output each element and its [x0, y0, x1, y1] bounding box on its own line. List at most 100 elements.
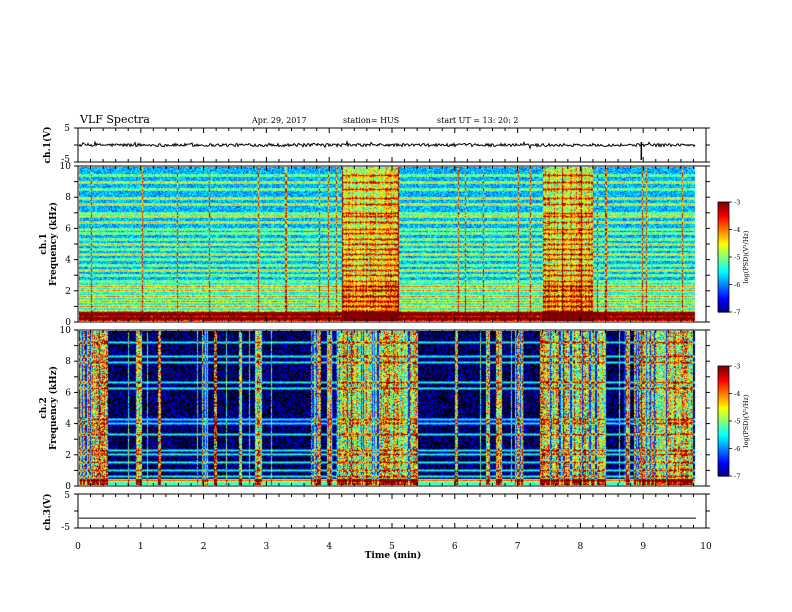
colorbar-segment [718, 371, 729, 374]
colorbar-segment [718, 301, 729, 304]
freq-tick-label: 6 [65, 388, 71, 398]
x-tick-label: 4 [326, 542, 332, 552]
colorbar-tick-label: -4 [734, 390, 740, 398]
colorbar-segment [718, 432, 729, 435]
colorbar-segment [718, 455, 729, 459]
colorbar-segment [718, 229, 729, 232]
colorbar-segment [718, 235, 729, 238]
colorbar-tick-label: -5 [734, 254, 740, 262]
colorbar-segment [718, 238, 729, 242]
colorbar-segment [718, 291, 729, 295]
colorbar-segment [718, 411, 729, 415]
colorbar-segment [718, 213, 729, 216]
colorbar-segment [718, 443, 729, 446]
colorbar-segment [718, 373, 729, 376]
colorbar-segment [718, 369, 729, 373]
colorbar-segment [718, 452, 729, 455]
colorbar-segment [718, 448, 729, 451]
x-tick-label: 3 [264, 542, 270, 552]
ylabel-line: ch.1 [39, 233, 49, 254]
colorbar-segment [718, 391, 729, 395]
colorbar-segment [718, 395, 729, 398]
colorbar-tick-label: -7 [734, 473, 740, 481]
colorbar-segment [718, 406, 729, 409]
colorbar-segment [718, 450, 729, 453]
colorbar-segment [718, 264, 729, 267]
colorbar-segment [718, 286, 729, 289]
x-tick-label: 5 [389, 542, 395, 552]
colorbar-segment [718, 430, 729, 433]
ch1-spectrogram-ytick-labels: 0 2 4 6 8 10 [60, 162, 72, 328]
colorbar-segment [718, 410, 729, 413]
freq-tick-label: 4 [65, 420, 71, 430]
colorbar-segment [718, 222, 729, 225]
ch2-colorbar: -3 -4 -5 -6 -7 log(PSD)(V²/Hz) [717, 363, 750, 481]
colorbar-segment [718, 393, 729, 396]
colorbar-segment [718, 421, 729, 424]
colorbar-segment [718, 273, 729, 276]
freq-tick-label: 10 [60, 326, 72, 336]
colorbar-segment [718, 461, 729, 464]
ch1-ytick-top: 5 [64, 124, 70, 134]
ch1-spectrogram-ylabel: ch.1Frequency (kHz) [39, 202, 59, 286]
x-axis-label: Time (min) [365, 550, 422, 561]
colorbar-segment [718, 209, 729, 212]
ch3-waveform-ylabel: ch.3(V) [42, 494, 53, 531]
ylabel-line: Frequency (kHz) [48, 202, 59, 286]
colorbar-segment [718, 284, 729, 287]
colorbar-segment [718, 271, 729, 275]
colorbar-segment [718, 218, 729, 221]
ch2-spectrogram-image [79, 331, 705, 485]
ch3-waveform-panel: 5 -5 ch.3(V) [42, 491, 710, 533]
colorbar-segment [718, 224, 729, 227]
ch3-ytick-bottom: -5 [61, 523, 70, 533]
colorbar-segment [718, 384, 729, 387]
x-tick-label: 10 [700, 542, 712, 552]
colorbar-segment [718, 306, 729, 309]
colorbar-segment [718, 299, 729, 302]
colorbar-segment [718, 260, 729, 264]
freq-tick-label: 2 [65, 287, 71, 297]
colorbar-segment [718, 428, 729, 431]
colorbar-segment [718, 251, 729, 254]
colorbar-segment [718, 367, 729, 371]
ch3-ytick-top: 5 [64, 491, 70, 501]
colorbar-segment [718, 366, 729, 369]
start-time-label: start UT = 13: 20: 2 [437, 116, 518, 125]
colorbar-segment [718, 380, 729, 384]
colorbar-segment [718, 236, 729, 240]
colorbar-segment [718, 397, 729, 400]
colorbar-tick-label: -5 [734, 418, 740, 426]
freq-tick-label: 2 [65, 451, 71, 461]
colorbar-segment [718, 280, 729, 284]
ch1-waveform-ylabel: ch.1(V) [42, 127, 53, 164]
colorbar-segment [718, 466, 729, 470]
colorbar-segment [718, 266, 729, 269]
date-label: Apr. 29, 2017 [251, 116, 307, 125]
freq-tick-label: 4 [65, 256, 71, 266]
colorbar-segment [718, 205, 729, 209]
ch2-spectrogram-ticks [74, 329, 710, 487]
colorbar-segment [718, 203, 729, 207]
ch1-spectrogram-panel: 0 2 4 6 8 10 ch.1Frequency (kHz) [39, 162, 710, 328]
colorbar-segment [718, 207, 729, 210]
x-tick-label: 6 [452, 542, 458, 552]
colorbar-segment [718, 417, 729, 420]
ch3-waveform-frame [77, 493, 707, 529]
colorbar-label: log(PSD)(V²/Hz) [742, 230, 750, 283]
colorbar-label: log(PSD)(V²/Hz) [742, 394, 750, 447]
colorbar-segment [718, 288, 729, 291]
x-tick-label: 7 [515, 542, 521, 552]
colorbar-segment [718, 242, 729, 245]
colorbar-tick-label: -4 [734, 226, 740, 234]
ch1-spectrogram-ticks [74, 165, 710, 323]
colorbar-tick-label: -6 [734, 281, 740, 289]
colorbar-segment [718, 472, 729, 475]
ch2-spectrogram-ylabel: ch.2Frequency (kHz) [39, 366, 59, 450]
colorbar-segment [718, 244, 729, 247]
ch3-waveform-ticks [74, 493, 710, 529]
colorbar-segment [718, 255, 729, 258]
colorbar-segment [718, 375, 729, 378]
freq-tick-label: 8 [65, 357, 71, 367]
